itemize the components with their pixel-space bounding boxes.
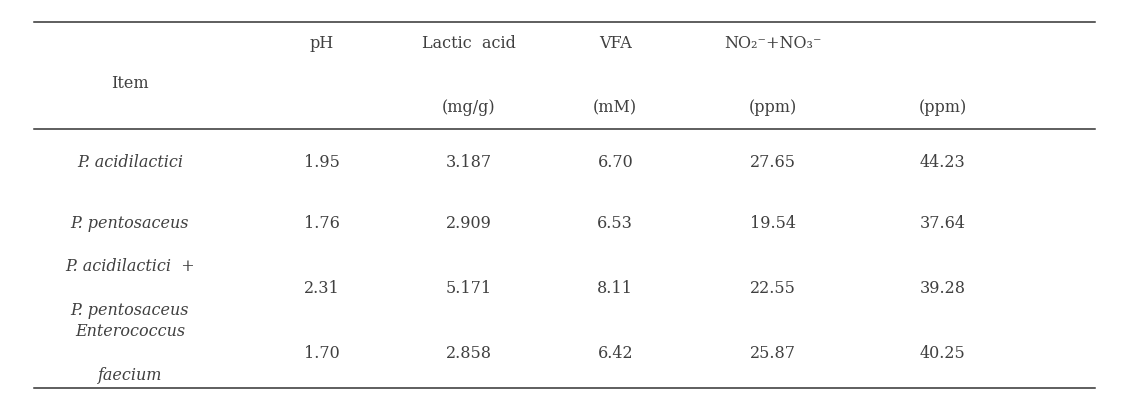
- Text: (ppm): (ppm): [750, 99, 797, 116]
- Text: 40.25: 40.25: [920, 345, 965, 362]
- Text: pH: pH: [309, 35, 334, 52]
- Text: P. acidilactici  +: P. acidilactici +: [65, 258, 194, 275]
- Text: 6.53: 6.53: [597, 215, 633, 232]
- Text: faecium: faecium: [97, 367, 163, 384]
- Text: P. acidilactici: P. acidilactici: [77, 154, 183, 171]
- Text: NO₂⁻+NO₃⁻: NO₂⁻+NO₃⁻: [725, 35, 822, 52]
- Text: 37.64: 37.64: [920, 215, 965, 232]
- Text: 1.95: 1.95: [304, 154, 340, 171]
- Text: 3.187: 3.187: [446, 154, 491, 171]
- Text: 2.31: 2.31: [304, 280, 340, 297]
- Text: (mM): (mM): [593, 99, 638, 116]
- Text: 19.54: 19.54: [751, 215, 796, 232]
- Text: P. pentosaceus: P. pentosaceus: [71, 302, 189, 319]
- Text: 5.171: 5.171: [446, 280, 491, 297]
- Text: 1.76: 1.76: [304, 215, 340, 232]
- Text: (mg/g): (mg/g): [441, 99, 496, 116]
- Text: 6.42: 6.42: [597, 345, 633, 362]
- Text: 1.70: 1.70: [304, 345, 340, 362]
- Text: 2.909: 2.909: [446, 215, 491, 232]
- Text: Lactic  acid: Lactic acid: [421, 35, 516, 52]
- Text: 44.23: 44.23: [920, 154, 965, 171]
- Text: 27.65: 27.65: [751, 154, 796, 171]
- Text: 39.28: 39.28: [920, 280, 965, 297]
- Text: 25.87: 25.87: [751, 345, 796, 362]
- Text: VFA: VFA: [598, 35, 632, 52]
- Text: (ppm): (ppm): [919, 99, 966, 116]
- Text: Enterococcus: Enterococcus: [75, 323, 185, 340]
- Text: 22.55: 22.55: [751, 280, 796, 297]
- Text: 6.70: 6.70: [597, 154, 633, 171]
- Text: 2.858: 2.858: [446, 345, 491, 362]
- Text: Item: Item: [111, 75, 149, 92]
- Text: P. pentosaceus: P. pentosaceus: [71, 215, 189, 232]
- Text: 8.11: 8.11: [597, 280, 633, 297]
